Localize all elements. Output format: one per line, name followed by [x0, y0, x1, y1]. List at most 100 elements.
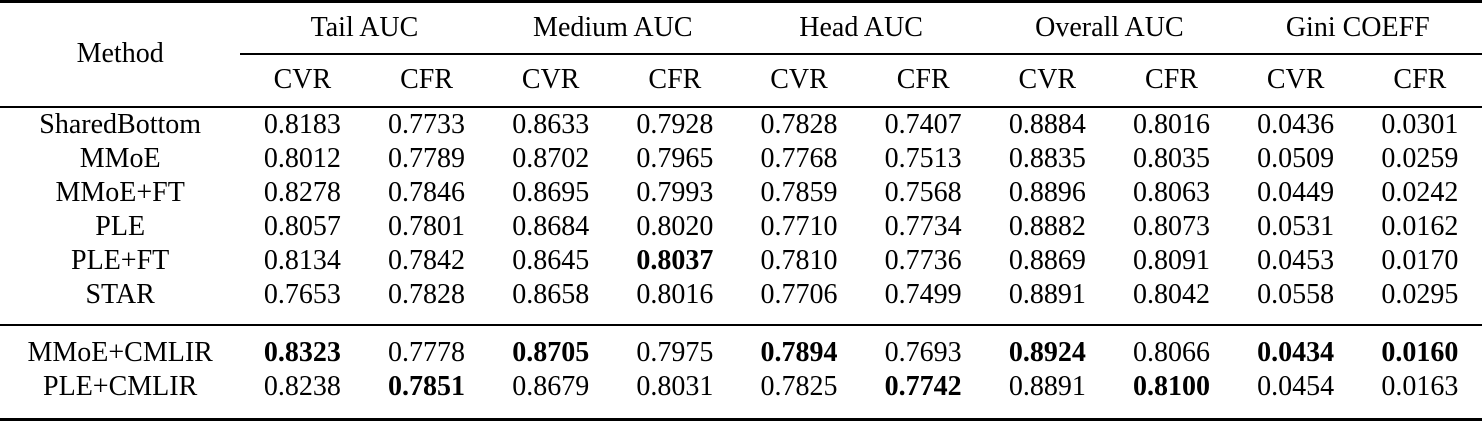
value-cell: 0.8891 — [985, 278, 1110, 326]
group-header-medium-auc: Medium AUC — [488, 1, 737, 55]
value-cell: 0.8684 — [512, 210, 590, 242]
value-cell: 0.7768 — [760, 142, 838, 174]
value-cell: 0.0531 — [1257, 210, 1335, 242]
value-cell: 0.8238 — [263, 370, 341, 402]
value-cell: 0.0162 — [1381, 210, 1459, 242]
group-header-overall-auc: Overall AUC — [985, 1, 1234, 55]
value-cell: 0.8042 — [1109, 278, 1234, 326]
group-header-gini-coeff: Gini COEFF — [1233, 1, 1482, 55]
group-header-head-auc: Head AUC — [736, 1, 986, 55]
value-cell: 0.0434 — [1257, 336, 1335, 368]
value-cell: 0.7851 — [388, 370, 466, 402]
value-cell: 0.7513 — [884, 142, 962, 174]
subheader-cvr: CVR — [488, 54, 613, 108]
table-row: PLE 0.8057 0.7801 0.8684 0.8020 0.7710 0.7734 0… — [0, 210, 1482, 244]
value-cell: 0.7710 — [760, 210, 838, 242]
subheader-cfr: CFR — [861, 54, 986, 108]
value-cell: 0.7975 — [636, 336, 714, 368]
value-cell: 0.8134 — [263, 244, 341, 276]
value-cell: 0.0295 — [1357, 278, 1482, 326]
value-cell: 0.8835 — [1008, 142, 1086, 174]
table-row: SharedBottom 0.8183 0.7733 0.8633 0.7928 0.78… — [0, 107, 1482, 142]
value-cell: 0.7736 — [884, 244, 962, 276]
table-row: MMoE 0.8012 0.7789 0.8702 0.7965 0.7768 0.7513… — [0, 142, 1482, 176]
value-cell: 0.7733 — [388, 108, 466, 140]
value-cell: 0.0163 — [1381, 370, 1459, 402]
value-cell: 0.0509 — [1257, 142, 1335, 174]
baseline-methods-section: SharedBottom 0.8183 0.7733 0.8633 0.7928 0.78… — [0, 107, 1482, 326]
value-cell: 0.8183 — [263, 108, 341, 140]
value-cell: 0.7778 — [388, 336, 466, 368]
method-cell: MMoE — [79, 142, 161, 174]
value-cell: 0.0449 — [1257, 176, 1335, 208]
method-cell: STAR — [0, 278, 241, 326]
value-cell: 0.8924 — [1008, 336, 1086, 368]
subheader-cvr: CVR — [240, 54, 365, 108]
value-cell: 0.8016 — [612, 278, 737, 326]
table-row: MMoE+CMLIR 0.8323 0.7778 0.8705 0.7975 0.7894… — [0, 325, 1482, 370]
method-cell: PLE — [95, 210, 146, 242]
value-cell: 0.8323 — [263, 336, 341, 368]
value-cell: 0.8705 — [512, 336, 590, 368]
value-cell: 0.8100 — [1132, 370, 1210, 402]
value-cell: 0.8063 — [1132, 176, 1210, 208]
value-cell: 0.8073 — [1132, 210, 1210, 242]
value-cell: 0.7706 — [736, 278, 862, 326]
value-cell: 0.7789 — [388, 142, 466, 174]
value-cell: 0.0242 — [1381, 176, 1459, 208]
proposed-methods-section: MMoE+CMLIR 0.8323 0.7778 0.8705 0.7975 0.7894… — [0, 325, 1482, 420]
group-header-row: Method Tail AUC Medium AUC Head AUC Over… — [0, 1, 1482, 108]
value-cell: 0.7801 — [388, 210, 466, 242]
value-cell: 0.7965 — [636, 142, 714, 174]
value-cell: 0.7693 — [884, 336, 962, 368]
value-cell: 0.8645 — [512, 244, 590, 276]
method-cell: MMoE+FT — [55, 176, 185, 208]
table-row: PLE+CMLIR 0.8238 0.7851 0.8679 0.8031 0.7825 0… — [0, 370, 1482, 420]
value-cell: 0.0160 — [1381, 336, 1459, 368]
value-cell: 0.7734 — [884, 210, 962, 242]
value-cell: 0.0436 — [1257, 108, 1335, 140]
table-row: PLE+FT 0.8134 0.7842 0.8645 0.8037 0.7810 0.77… — [0, 244, 1482, 278]
value-cell: 0.8679 — [512, 370, 590, 402]
method-cell: MMoE+CMLIR — [27, 336, 213, 368]
value-cell: 0.8037 — [636, 244, 714, 276]
column-header-method: Method — [0, 1, 241, 108]
value-cell: 0.8702 — [512, 142, 590, 174]
value-cell: 0.0454 — [1257, 370, 1335, 402]
table-header: Method Tail AUC Medium AUC Head AUC Over… — [0, 1, 1482, 108]
value-cell: 0.8869 — [1008, 244, 1086, 276]
value-cell: 0.7499 — [861, 278, 986, 326]
value-cell: 0.7928 — [636, 108, 714, 140]
value-cell: 0.8658 — [488, 278, 613, 326]
value-cell: 0.7846 — [388, 176, 466, 208]
value-cell: 0.7842 — [388, 244, 466, 276]
value-cell: 0.7825 — [760, 370, 838, 402]
value-cell: 0.8633 — [512, 108, 590, 140]
group-header-tail-auc: Tail AUC — [240, 1, 489, 55]
method-cell: PLE+FT — [71, 244, 170, 276]
value-cell: 0.0259 — [1381, 142, 1459, 174]
value-cell: 0.8035 — [1132, 142, 1210, 174]
value-cell: 0.0558 — [1233, 278, 1358, 326]
value-cell: 0.7810 — [760, 244, 838, 276]
value-cell: 0.0170 — [1381, 244, 1459, 276]
value-cell: 0.0453 — [1257, 244, 1335, 276]
value-cell: 0.8891 — [1008, 370, 1086, 402]
value-cell: 0.7993 — [636, 176, 714, 208]
value-cell: 0.8884 — [1008, 108, 1086, 140]
value-cell: 0.8020 — [636, 210, 714, 242]
method-cell: PLE+CMLIR — [43, 370, 198, 402]
value-cell: 0.7742 — [884, 370, 962, 402]
value-cell: 0.7653 — [240, 278, 365, 326]
subheader-row: CVR CFR CVR CFR CVR CFR CVR CFR CVR CFR — [0, 54, 1482, 108]
subheader-cvr: CVR — [985, 54, 1110, 108]
value-cell: 0.8016 — [1132, 108, 1210, 140]
table-row: STAR 0.7653 0.7828 0.8658 0.8016 0.7706 0.7499… — [0, 278, 1482, 326]
subheader-cfr: CFR — [612, 54, 737, 108]
subheader-cfr: CFR — [1357, 54, 1482, 108]
value-cell: 0.7828 — [364, 278, 489, 326]
value-cell: 0.0301 — [1381, 108, 1459, 140]
value-cell: 0.8695 — [512, 176, 590, 208]
